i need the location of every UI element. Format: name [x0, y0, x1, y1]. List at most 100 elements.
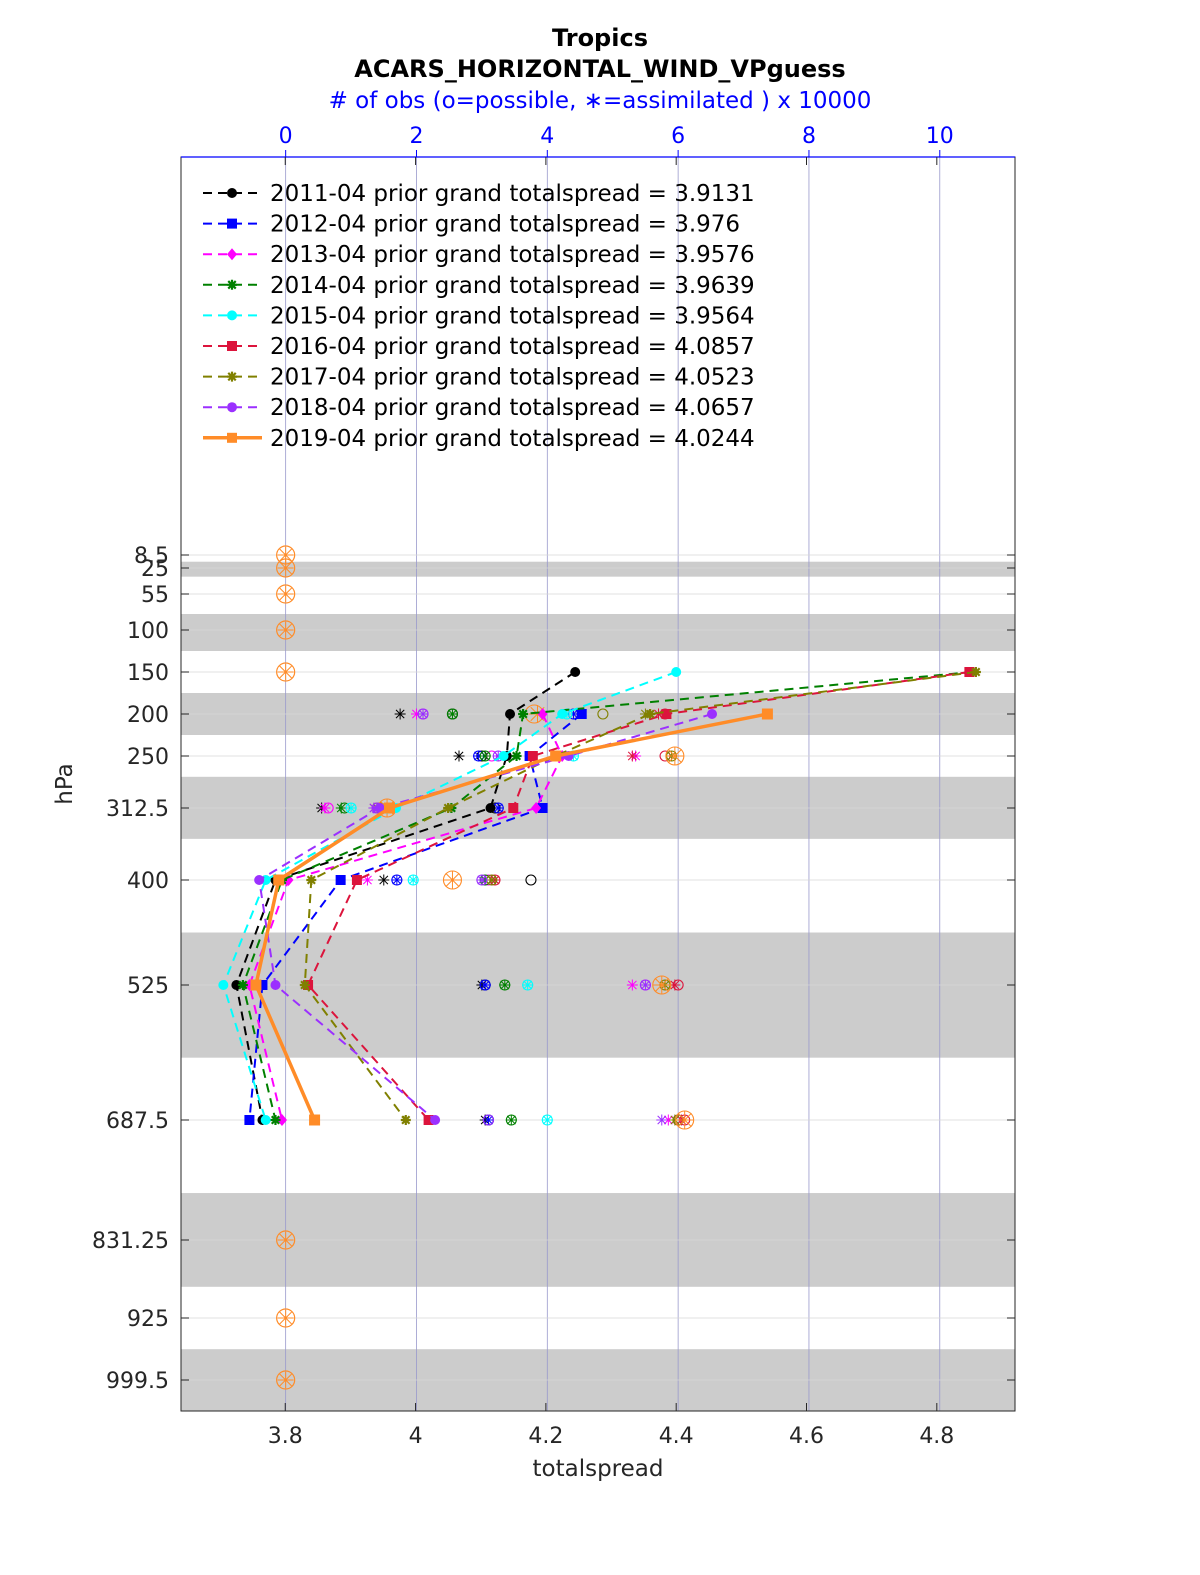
data-point — [550, 750, 562, 762]
y-tick-label: 999.5 — [106, 1369, 169, 1394]
obs-assimilated-marker — [626, 750, 638, 762]
legend-entry: 2011-04 prior grand totalspread = 3.9131 — [270, 181, 755, 207]
obs-possible-circle — [276, 620, 296, 640]
data-point — [254, 875, 265, 885]
obs-assimilated-marker — [652, 976, 671, 994]
data-point — [518, 709, 529, 719]
obs-assimilated-marker — [662, 1114, 674, 1126]
top-tick-label: 10 — [926, 124, 954, 149]
obs-assimilated-marker — [639, 979, 651, 991]
obs-assimilated-marker — [410, 708, 422, 720]
obs-assimilated-marker — [319, 802, 331, 814]
obs-assimilated-asterisk — [277, 1232, 294, 1248]
data-point — [485, 803, 496, 813]
y-tick-label: 150 — [127, 661, 169, 686]
chart-subtitle: ACARS_HORIZONTAL_WIND_VPguess — [354, 55, 846, 83]
obs-assimilated-marker — [345, 802, 357, 814]
obs-assimilated-asterisk — [277, 586, 294, 602]
legend-entry: 2015-04 prior grand totalspread = 3.9564 — [270, 303, 755, 329]
obs-assimilated-marker — [443, 871, 462, 889]
data-point — [661, 709, 672, 719]
obs-assimilated-marker — [492, 750, 504, 762]
shaded-band — [181, 932, 1015, 1058]
data-point — [430, 1115, 441, 1125]
series-2 — [244, 709, 587, 1125]
series-8 — [254, 709, 718, 1125]
top-tick-label: 0 — [279, 124, 293, 149]
y-tick-label: 25 — [141, 557, 169, 582]
legend-marker — [227, 371, 237, 382]
data-point — [761, 708, 773, 720]
top-tick-label: 2 — [409, 124, 423, 149]
data-point — [273, 874, 285, 886]
data-point — [351, 875, 362, 885]
obs-assimilated-marker — [522, 979, 534, 991]
obs-possible-circle — [276, 584, 296, 604]
obs-assimilated-marker — [499, 979, 511, 991]
obs-count-marker — [276, 1230, 296, 1250]
obs-assimilated-marker — [486, 874, 498, 886]
obs-possible-marker — [482, 1114, 494, 1126]
obs-assimilated-asterisk — [277, 1372, 294, 1388]
obs-assimilated-marker — [567, 708, 579, 720]
top-tick-label: 4 — [540, 124, 554, 149]
data-point — [218, 980, 229, 990]
shaded-band — [181, 561, 1015, 577]
data-point — [260, 1115, 271, 1125]
top-axis-label: # of obs (o=possible, ∗=assimilated ) x … — [328, 88, 872, 114]
obs-assimilated-marker — [669, 1114, 681, 1126]
data-point — [309, 1114, 321, 1126]
legend-marker — [227, 218, 237, 229]
y-tick-label: 100 — [127, 619, 169, 644]
data-point — [570, 667, 581, 677]
obs-assimilated-marker — [394, 708, 406, 720]
obs-assimilated-asterisk — [277, 547, 294, 563]
x-tick-label: 4 — [409, 1424, 423, 1449]
data-point — [400, 1115, 411, 1125]
legend-entry: 2019-04 prior grand totalspread = 4.0244 — [270, 426, 755, 452]
data-point — [511, 751, 522, 761]
obs-assimilated-marker — [656, 1114, 668, 1126]
data-point — [423, 1115, 434, 1125]
top-tick-label: 8 — [802, 124, 816, 149]
series-line — [248, 713, 564, 1121]
data-point — [244, 1115, 255, 1125]
y-tick-label: 250 — [127, 745, 169, 770]
obs-possible-circle — [276, 558, 296, 578]
data-point — [645, 709, 656, 719]
data-point — [443, 803, 454, 813]
data-point — [306, 875, 317, 885]
data-point — [498, 751, 509, 761]
chart-title: Tropics — [552, 24, 648, 52]
y-tick-label: 200 — [127, 703, 169, 728]
obs-count-marker — [276, 620, 296, 640]
top-tick-label: 6 — [671, 124, 685, 149]
obs-count-marker — [276, 1370, 296, 1390]
legend-marker — [227, 248, 237, 261]
data-point — [335, 875, 346, 885]
legend-entry: 2016-04 prior grand totalspread = 4.0857 — [270, 334, 755, 360]
data-point — [970, 667, 981, 677]
y-tick-label: 312.5 — [106, 797, 169, 822]
data-point — [527, 751, 538, 761]
obs-assimilated-marker — [407, 874, 419, 886]
obs-assimilated-asterisk — [277, 1310, 294, 1326]
y-tick-label: 55 — [141, 583, 169, 608]
obs-count-marker — [276, 662, 296, 682]
legend-marker — [227, 310, 237, 321]
legend: 2011-04 prior grand totalspread = 3.9131… — [203, 181, 755, 452]
series-line — [254, 712, 768, 1121]
obs-assimilated-marker — [482, 1114, 494, 1126]
data-point — [576, 709, 587, 719]
data-point — [237, 980, 248, 990]
legend-entry: 2017-04 prior grand totalspread = 4.0523 — [270, 365, 755, 391]
legend-marker — [227, 432, 237, 443]
obs-assimilated-marker — [665, 747, 684, 765]
obs-assimilated-asterisk — [277, 664, 294, 680]
obs-assimilated-marker — [492, 802, 504, 814]
data-point — [557, 709, 568, 719]
obs-assimilated-marker — [335, 802, 347, 814]
obs-assimilated-marker — [675, 1111, 694, 1129]
data-point — [250, 979, 262, 991]
